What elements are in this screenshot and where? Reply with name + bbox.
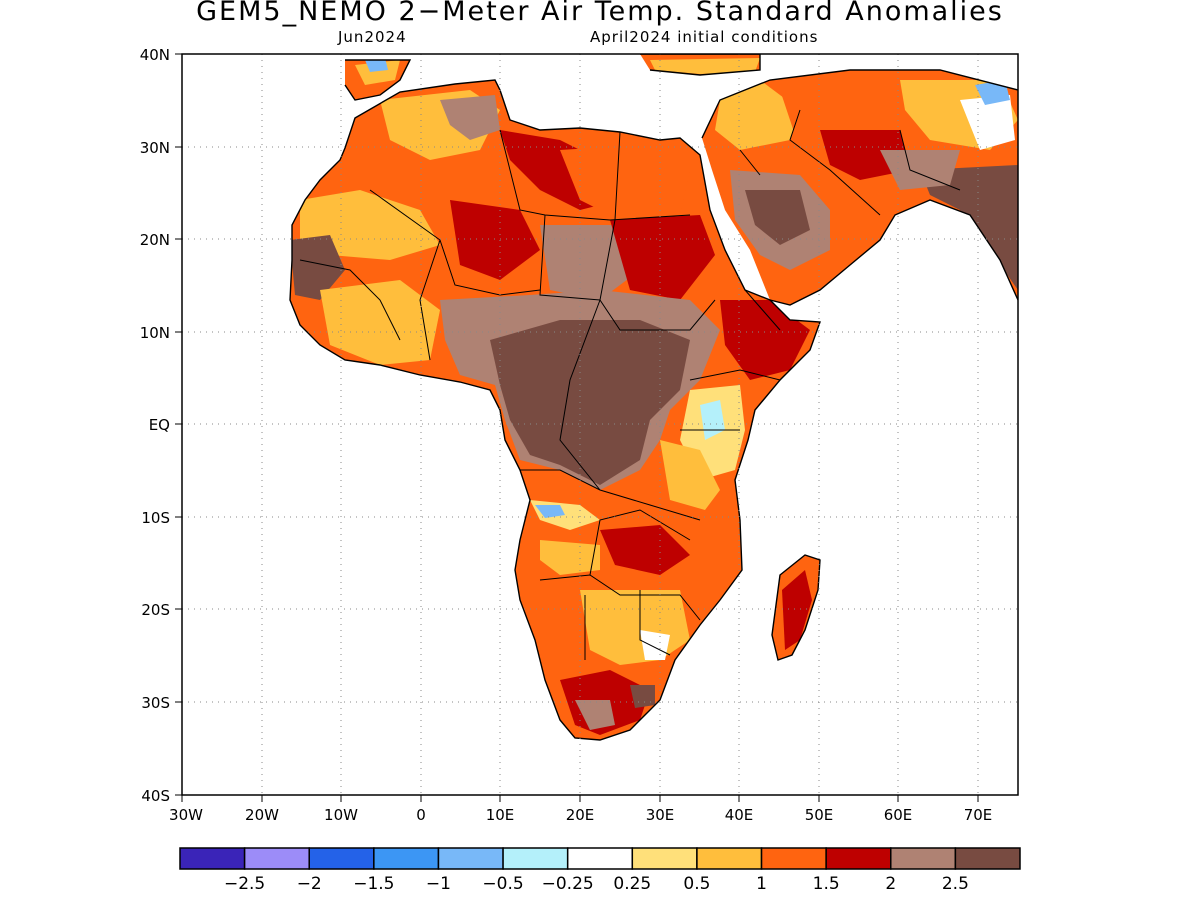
lat-label: 40N: [140, 46, 170, 64]
lon-labels: 30W 20W 10W 0 10E 20E 30E 40E 50E 60E 70…: [169, 806, 992, 824]
lat-label: 20S: [141, 601, 170, 619]
lat-label: 10N: [140, 324, 170, 342]
grid-lines: [182, 54, 1018, 795]
lon-label: 50E: [805, 806, 834, 824]
colorbar-swatch: [825, 847, 892, 870]
lat-label: EQ: [149, 416, 170, 434]
colorbar-swatch: [566, 847, 634, 870]
colorbar-label: 1: [756, 874, 767, 894]
lat-label: 40S: [141, 787, 170, 805]
lon-label: 0: [416, 806, 426, 824]
colorbar-swatch: [502, 847, 569, 870]
country-borders: [299, 109, 961, 660]
colorbar-label: 2.5: [942, 874, 969, 894]
lon-label: 10E: [486, 806, 515, 824]
init-conditions-label: April2024 initial conditions: [590, 28, 819, 46]
colorbar-label: −2: [297, 874, 322, 894]
lon-label: 60E: [884, 806, 913, 824]
colorbar-label: 0.25: [613, 874, 651, 894]
valid-month-label: Jun2024: [338, 28, 407, 46]
colorbar-swatch: [890, 847, 957, 870]
lat-axis: [175, 53, 182, 796]
lon-label: 30W: [169, 806, 203, 824]
colorbar-label: 2: [885, 874, 896, 894]
colorbar-labels: −2.5 −2 −1.5 −1 −0.5 −0.25 0.25 0.5 1 1.5 2 2.5: [224, 874, 969, 894]
colorbar-label: 1.5: [813, 874, 840, 894]
colorbar-swatch: [437, 847, 504, 870]
lon-label: 10W: [324, 806, 358, 824]
colorbar-swatch: [373, 847, 440, 870]
colorbar-label: −1.5: [353, 874, 394, 894]
coastlines: [289, 54, 1018, 741]
colorbar-swatch: [308, 847, 375, 870]
colorbar-swatch: [631, 847, 698, 870]
colorbar-swatch: [243, 847, 310, 870]
colorbar-label: −1: [426, 874, 451, 894]
colorbar-label: −2.5: [224, 874, 265, 894]
lat-label: 10S: [141, 509, 170, 527]
lat-label: 20N: [140, 231, 170, 249]
colorbar-label: −0.25: [542, 874, 594, 894]
colorbar-swatch: [760, 847, 827, 870]
lon-label: 70E: [964, 806, 993, 824]
lat-label: 30S: [141, 694, 170, 712]
anomaly-field: [290, 54, 1018, 740]
chart-title: GEM5_NEMO 2−Meter Air Temp. Standard Ano…: [196, 0, 1004, 27]
lon-label: 30E: [646, 806, 675, 824]
colorbar-swatch: [954, 847, 1021, 870]
colorbar-label: −0.5: [482, 874, 523, 894]
lon-label: 20W: [245, 806, 279, 824]
lat-labels: 40N 30N 20N 10N EQ 10S 20S 30S 40S: [140, 46, 170, 805]
lat-label: 30N: [140, 139, 170, 157]
colorbar-swatch: [179, 847, 246, 870]
lon-label: 40E: [725, 806, 754, 824]
colorbar: [179, 847, 1021, 870]
lon-label: 20E: [566, 806, 595, 824]
colorbar-label: 0.5: [683, 874, 710, 894]
colorbar-swatch: [696, 847, 763, 870]
lon-axis: [181, 795, 979, 802]
